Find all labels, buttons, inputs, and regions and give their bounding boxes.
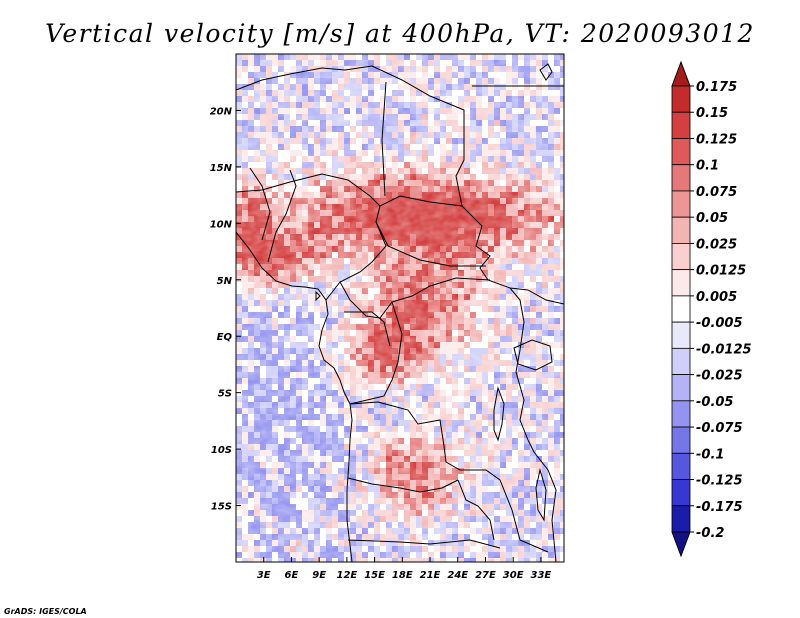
- y-tick-label: 15N: [210, 163, 233, 174]
- colorbar-label: -0.075: [696, 421, 743, 436]
- texture-overlay: [236, 54, 564, 562]
- x-tick-label: 15E: [364, 570, 385, 581]
- x-tick-label: 3E: [257, 570, 271, 581]
- colorbar-label: -0.2: [696, 526, 724, 541]
- border-south-3: [347, 539, 501, 549]
- colorbar-label: -0.05: [696, 395, 733, 410]
- y-tick-label: EQ: [217, 332, 233, 343]
- colorbar-label: 0.05: [696, 211, 728, 226]
- colorbar-swatch: [671, 295, 691, 323]
- colorbar-label: 0.025: [696, 237, 737, 252]
- x-tick-label: 6E: [285, 570, 299, 581]
- colorbar: 0.175 0.15 0.125 0.1 0.075 0.05 0.025 0.0125 0.0…: [671, 60, 752, 558]
- colorbar-swatch: [671, 452, 691, 480]
- colorbar-swatch: [671, 426, 691, 454]
- y-tick-label: 20N: [210, 106, 233, 117]
- colorbar-label: 0.1: [696, 159, 719, 174]
- colorbar-swatch: [671, 111, 691, 139]
- colorbar-swatch: [671, 347, 691, 375]
- country-borders: [236, 63, 564, 562]
- y-tick-label: 15S: [211, 502, 232, 513]
- colorbar-swatch: [671, 216, 691, 244]
- border-north-3: [379, 195, 564, 305]
- border-north-7: [249, 167, 271, 241]
- border-north-6: [267, 169, 297, 263]
- colorbar-label: 0.125: [696, 132, 737, 147]
- border-north-1: [236, 65, 465, 207]
- x-tick-label: 27E: [475, 570, 496, 581]
- lake-tanganyika: [493, 386, 505, 442]
- colorbar-swatch: [671, 505, 691, 533]
- colorbar-label: -0.005: [696, 316, 743, 331]
- border-north-5: [381, 81, 387, 197]
- colorbar-label: -0.025: [696, 369, 743, 384]
- colorbar-label: -0.0125: [696, 342, 752, 357]
- border-east-1: [527, 439, 557, 562]
- border-central-3: [349, 301, 403, 405]
- y-axis: 20N 15N 10N 5N EQ 5S 10S 15S: [210, 106, 241, 513]
- border-south-1: [349, 401, 549, 553]
- border-north-4: [375, 221, 486, 267]
- x-tick-label: 30E: [503, 570, 524, 581]
- colorbar-swatch: [671, 400, 691, 428]
- map-panel: [236, 54, 564, 562]
- border-central-2: [344, 311, 391, 347]
- x-tick-label: 21E: [420, 570, 441, 581]
- coast-island-a: [315, 290, 321, 302]
- x-axis: 3E 6E 9E 12E 15E 18E 21E 24E 27E 30E 33E: [257, 557, 552, 581]
- y-tick-label: 5S: [218, 389, 232, 400]
- colorbar-top-arrow: [671, 60, 691, 87]
- x-tick-label: 9E: [312, 570, 326, 581]
- x-tick-label: 12E: [336, 570, 357, 581]
- colorbar-label: -0.175: [696, 500, 743, 515]
- colorbar-label: 0.005: [696, 290, 737, 305]
- lake-malawi: [535, 468, 547, 522]
- border-south-4: [457, 479, 495, 541]
- x-tick-label: 33E: [531, 570, 552, 581]
- colorbar-label: 0.175: [696, 80, 737, 95]
- colorbar-label: -0.125: [696, 474, 743, 489]
- coast-island-b: [539, 63, 553, 81]
- x-tick-label: 24E: [447, 570, 468, 581]
- lake-victoria: [513, 339, 553, 371]
- y-tick-label: 10S: [211, 445, 232, 456]
- credit-label: GrADS: IGES/COLA: [4, 607, 87, 616]
- x-tick-label: 18E: [392, 570, 413, 581]
- colorbar-label: -0.1: [696, 447, 724, 462]
- colorbar-swatch: [671, 269, 691, 297]
- colorbar-label: 0.0125: [696, 264, 746, 279]
- border-south-2: [347, 477, 459, 493]
- y-tick-label: 5N: [217, 276, 233, 287]
- colorbar-swatch: [671, 321, 691, 349]
- colorbar-swatch: [671, 479, 691, 507]
- chart-title: Vertical velocity [m/s] at 400hPa, VT: 2…: [45, 19, 755, 48]
- colorbar-swatch: [671, 85, 691, 113]
- border-central-4: [509, 287, 529, 441]
- colorbar-swatch: [671, 243, 691, 271]
- colorbar-label: 0.075: [696, 185, 737, 200]
- coastline-west: [236, 231, 353, 562]
- colorbar-swatch: [671, 164, 691, 192]
- colorbar-swatch: [671, 374, 691, 402]
- y-tick-label: 10N: [210, 219, 233, 230]
- colorbar-swatch: [671, 138, 691, 166]
- map-frame: [235, 53, 565, 563]
- colorbar-label: 0.15: [696, 106, 728, 121]
- colorbar-bottom-arrow: [671, 531, 691, 558]
- colorbar-swatch: [671, 190, 691, 218]
